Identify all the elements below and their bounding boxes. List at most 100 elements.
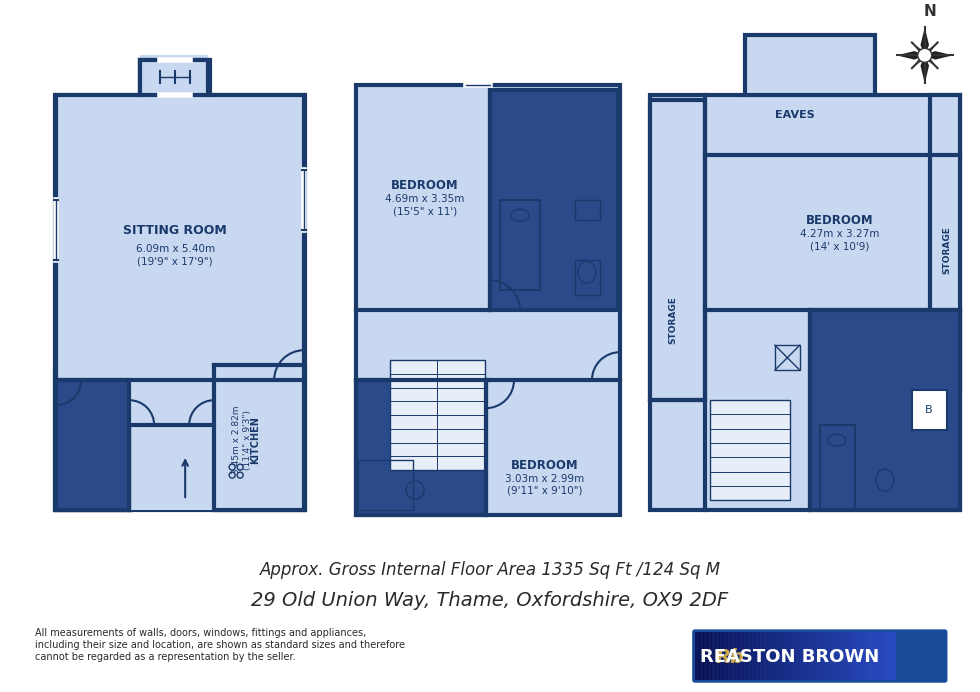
Bar [745,35,875,95]
Bar [710,632,715,680]
Bar [727,632,732,680]
Text: 6.09m x 5.40m
(19'9" x 17'9"): 6.09m x 5.40m (19'9" x 17'9") [135,244,215,266]
Bar [743,632,748,680]
Bar [839,632,844,680]
Polygon shape [897,51,925,60]
Text: 3.03m x 2.99m
(9'11" x 9'10"): 3.03m x 2.99m (9'11" x 9'10") [506,474,585,496]
Bar [775,632,780,680]
Bar [820,425,855,510]
Bar [56,380,129,510]
Bar [835,632,840,680]
Bar [707,632,711,680]
Text: B: B [925,405,933,415]
Bar [795,632,800,680]
Text: REASTON BROWN: REASTON BROWN [701,648,879,666]
Bar [911,390,947,430]
Bar [791,632,796,680]
Text: EAVES: EAVES [775,110,814,120]
Bar [699,632,704,680]
Bar [855,632,859,680]
Bar [575,200,600,220]
Bar [771,632,776,680]
Text: STORAGE: STORAGE [942,226,952,274]
FancyBboxPatch shape [693,630,947,682]
Bar [390,360,485,470]
Polygon shape [920,55,929,83]
Text: N: N [923,4,936,19]
Bar [847,632,852,680]
Text: 3.45m x 2.82m
(11'4" x 9'3"): 3.45m x 2.82m (11'4" x 9'3") [232,406,252,475]
Polygon shape [356,85,620,515]
Bar [879,632,884,680]
Bar [490,91,618,310]
Bar [739,632,744,680]
Polygon shape [925,44,936,55]
Bar [216,365,305,510]
Bar [129,425,215,510]
Bar [810,632,815,680]
Bar [809,310,959,510]
Polygon shape [925,55,936,66]
Bar [215,365,304,510]
Bar [719,632,724,680]
Bar [779,632,784,680]
Bar [703,632,708,680]
Bar [714,632,720,680]
Text: STORAGE: STORAGE [668,296,677,344]
Bar [747,632,752,680]
Text: Rb: Rb [715,648,745,666]
Bar [819,632,824,680]
Bar [56,378,129,510]
Bar [807,632,811,680]
Polygon shape [56,60,304,510]
Polygon shape [914,44,925,55]
Bar [751,632,756,680]
Bar [891,632,896,680]
Bar [710,400,790,500]
Circle shape [918,48,932,62]
Text: BEDROOM: BEDROOM [806,214,873,227]
Bar [783,632,788,680]
Bar [762,632,768,680]
Bar [500,200,540,290]
Bar [759,632,763,680]
Text: 4.69m x 3.35m
(15'5" x 11'): 4.69m x 3.35m (15'5" x 11') [385,194,465,216]
Text: 4.27m x 3.27m
(14' x 10'9): 4.27m x 3.27m (14' x 10'9) [800,230,879,251]
Bar [823,632,828,680]
Bar [787,632,792,680]
Bar [875,632,880,680]
Bar [356,380,486,515]
Text: 29 Old Union Way, Thame, Oxfordshire, OX9 2DF: 29 Old Union Way, Thame, Oxfordshire, OX… [252,590,728,610]
Bar [140,60,210,95]
Bar [871,632,876,680]
Polygon shape [140,60,208,95]
Bar [767,632,772,680]
Bar [883,632,888,680]
Bar [887,632,892,680]
Bar [735,632,740,680]
Bar [140,55,208,95]
Text: KITCHEN: KITCHEN [250,416,260,464]
Bar [650,100,705,400]
Bar [803,632,808,680]
Text: SITTING ROOM: SITTING ROOM [123,224,227,237]
Polygon shape [650,95,959,510]
Bar [851,632,856,680]
Bar [930,95,959,390]
Bar [723,632,728,680]
Text: Approx. Gross Internal Floor Area 1335 Sq Ft /124 Sq M: Approx. Gross Internal Floor Area 1335 S… [260,561,720,579]
Bar [575,260,600,295]
Bar [814,632,820,680]
Bar [862,632,868,680]
Bar [775,345,800,370]
Bar [56,96,304,380]
Text: BEDROOM: BEDROOM [512,459,579,472]
Bar [755,632,760,680]
Bar [827,632,832,680]
Bar [831,632,836,680]
Bar [858,632,863,680]
Bar [843,632,848,680]
Bar [55,95,305,510]
Bar [358,460,413,510]
Bar [55,370,130,510]
